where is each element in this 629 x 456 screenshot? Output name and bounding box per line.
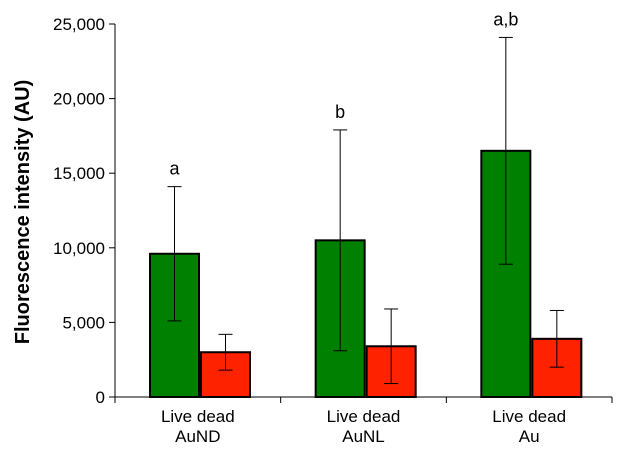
x-tick-label-0: Live dead AuND [161,407,235,446]
y-tick-label-2: 10,000 [53,239,105,258]
y-tick-label-4: 20,000 [53,90,105,109]
axes-layer: Live dead AuND Live dead AuNL Live dead Au 0 5,… [53,15,613,446]
significance-label-0: a [169,159,180,179]
significance-label-1: b [335,102,345,122]
y-axis-title: Fluorescence intensity (AU) [12,80,34,345]
y-axis-title-group: Fluorescence intensity (AU) [12,80,34,345]
x-tick-label-1: Live dead AuNL [327,407,401,446]
significance-label-2: a,b [493,9,518,29]
error-bar-0-1 [333,129,348,352]
error-bar-1-0 [218,333,233,371]
error-bar-0-0 [167,186,182,322]
error-bar-1-1 [384,308,399,385]
bars-layer [149,149,583,399]
y-tick-label-0: 0 [96,388,105,407]
error-bars-layer [167,36,564,385]
annotations-layer: a b a,b [169,9,518,178]
y-tick-label-3: 15,000 [53,164,105,183]
x-tick-label-2: Live dead Au [492,407,566,446]
error-bar-1-2 [549,309,564,368]
y-tick-label-1: 5,000 [62,313,105,332]
error-bar-0-2 [498,36,513,265]
y-tick-label-5: 25,000 [53,15,105,34]
